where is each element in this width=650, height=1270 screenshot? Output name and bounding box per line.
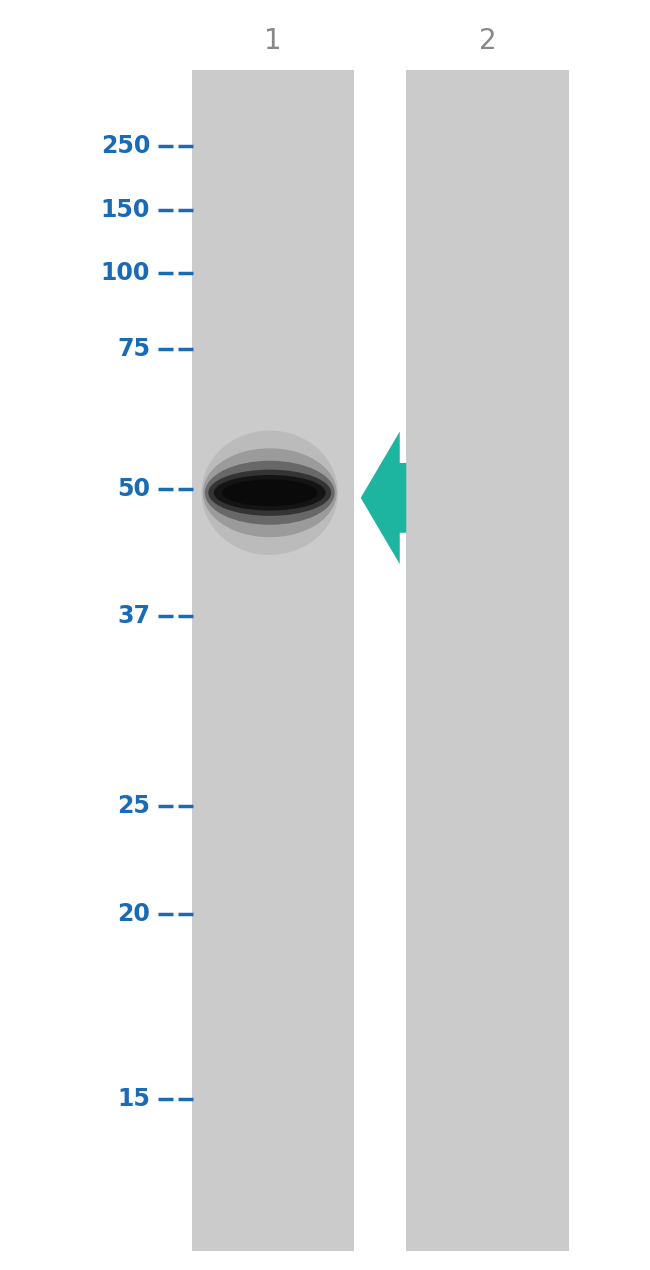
Bar — [406, 70, 569, 1251]
Text: 150: 150 — [101, 198, 150, 221]
Text: 250: 250 — [101, 135, 150, 157]
Ellipse shape — [205, 461, 335, 525]
Text: 1: 1 — [264, 27, 282, 55]
Text: 2: 2 — [478, 27, 497, 55]
Ellipse shape — [230, 483, 309, 503]
Ellipse shape — [208, 470, 332, 516]
Ellipse shape — [222, 479, 317, 507]
Bar — [192, 70, 354, 1251]
Ellipse shape — [203, 448, 337, 537]
Text: 15: 15 — [117, 1087, 150, 1110]
Ellipse shape — [214, 475, 326, 511]
FancyArrow shape — [361, 432, 406, 564]
Text: 50: 50 — [117, 478, 150, 500]
Text: 20: 20 — [117, 903, 150, 926]
Text: 75: 75 — [117, 338, 150, 361]
Text: 37: 37 — [117, 605, 150, 627]
Text: 25: 25 — [117, 795, 150, 818]
Text: 100: 100 — [101, 262, 150, 284]
Ellipse shape — [202, 431, 338, 555]
